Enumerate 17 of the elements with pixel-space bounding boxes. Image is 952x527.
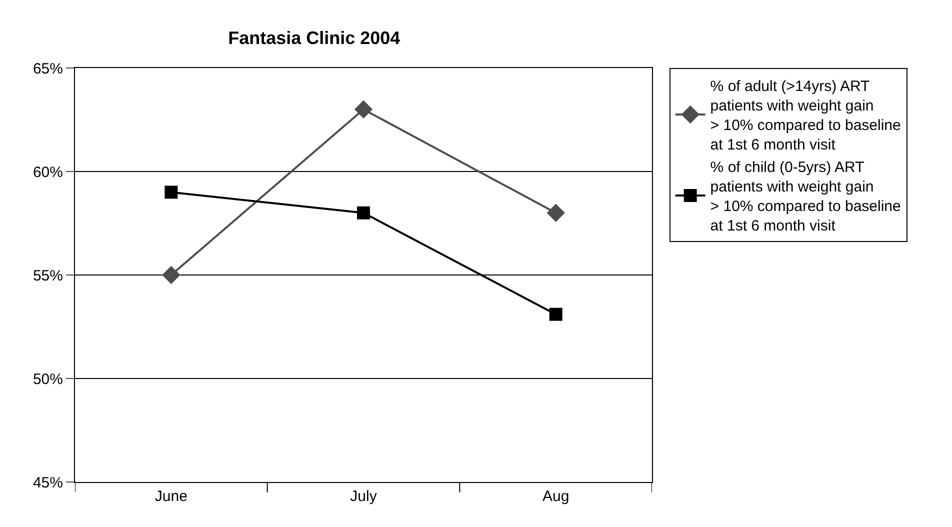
x-tick-label: June <box>154 488 188 505</box>
point <box>546 204 565 222</box>
chart-title: Fantasia Clinic 2004 <box>228 28 400 48</box>
legend-label: % of adult (>14yrs) ART patients with weight gain > 10% compared to baseline at 1st 6 month visit <box>710 78 901 154</box>
point <box>162 266 180 284</box>
x-tick-label: July <box>350 488 378 505</box>
point <box>549 308 562 321</box>
y-tick-label: 55% <box>32 267 63 284</box>
point <box>164 186 178 199</box>
y-tick-label: 50% <box>32 370 63 388</box>
point <box>357 206 370 220</box>
x-tick-label: Aug <box>542 488 570 505</box>
legend-label: % of child (0-5yrs) ART patients with weight gain > 10% compared to baseline at 1st 6 month visit <box>710 159 901 235</box>
point <box>354 100 373 118</box>
y-tick-label: 45% <box>32 474 63 492</box>
y-tick-label: 65% <box>32 60 63 78</box>
y-tick-label: 60% <box>32 164 63 181</box>
